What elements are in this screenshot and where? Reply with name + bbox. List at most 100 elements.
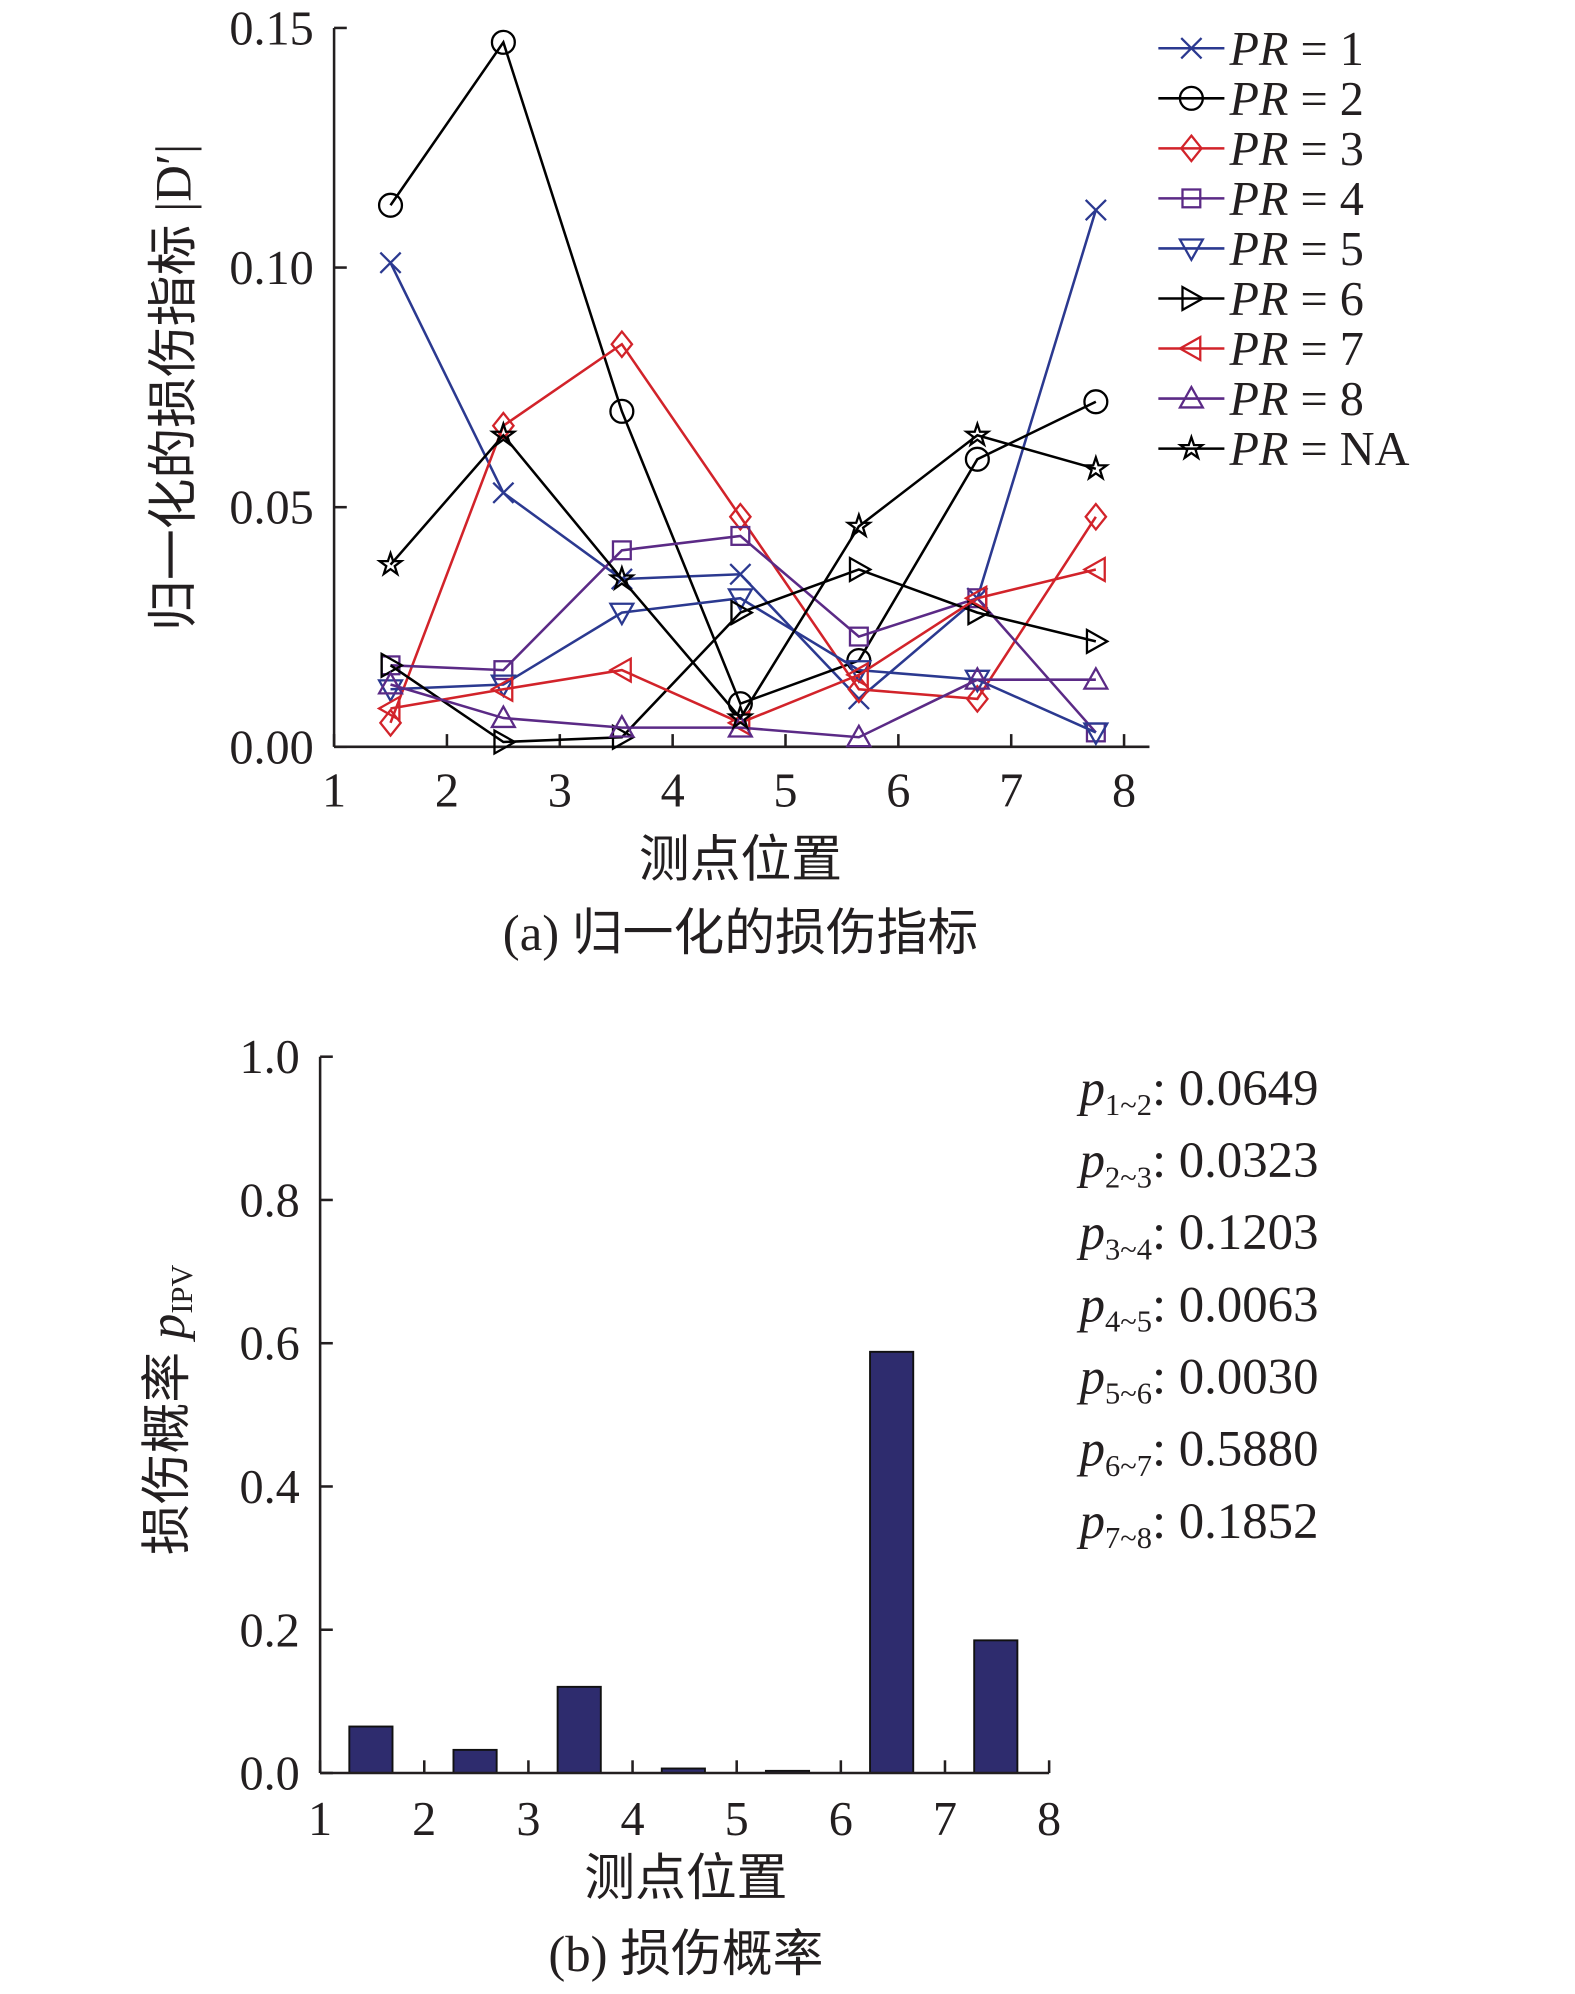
chart-title: (b) 损伤概率	[548, 1926, 823, 1982]
circle-marker	[964, 446, 990, 472]
legend-label-symbol: PR	[1228, 23, 1288, 76]
triangle-up-marker	[608, 713, 636, 738]
star-marker	[844, 511, 874, 539]
legend-label-symbol: PR	[1228, 73, 1288, 126]
triangle-right-marker	[967, 599, 992, 626]
legend-item: PR = 4	[1158, 173, 1364, 226]
series-pr6	[380, 556, 1110, 756]
series-line	[390, 678, 1096, 739]
circle-marker	[1083, 389, 1109, 415]
series-line	[389, 568, 1097, 744]
triangle-left-marker	[1177, 335, 1202, 362]
y-axis-label-symbol: p	[139, 1314, 195, 1342]
annotation-symbol: p	[1077, 1204, 1105, 1260]
legend-label: PR = 4	[1228, 173, 1363, 226]
legend-label-value: = 5	[1288, 223, 1363, 276]
triangle-down-marker	[608, 602, 636, 627]
legend-item: PR = 1	[1158, 23, 1364, 76]
annotation-subscript: 1~2	[1105, 1088, 1152, 1122]
star-marker	[963, 420, 992, 448]
chart-a-normalized-damage-index: 0.00 0.05 0.10 0.15 1 2 3 4 5 6 7 8 测点位置 (a) 归一化的损伤指标…	[146, 2, 1410, 961]
annotation-symbol: p	[1077, 1132, 1105, 1188]
x-axis-label: 测点位置	[639, 831, 842, 887]
annotation-symbol: p	[1077, 1349, 1105, 1405]
y-axis-label-subscript: IPV	[165, 1265, 199, 1314]
diamond-marker	[610, 329, 634, 359]
star-marker	[1081, 453, 1111, 482]
series-line	[389, 433, 1097, 721]
triangle-up-marker	[963, 665, 991, 690]
legend-label: PR = NA	[1228, 423, 1409, 476]
triangle-right-marker	[730, 599, 755, 626]
x-marker	[1180, 37, 1203, 60]
x-tick-label: 5	[773, 764, 797, 817]
x-tick-label: 3	[516, 1793, 540, 1846]
circle-marker	[377, 192, 404, 218]
probability-annotation: p7~8: 0.1852	[1077, 1493, 1319, 1555]
x-tick-label: 4	[620, 1793, 644, 1846]
annotation-value: : 0.0323	[1152, 1132, 1319, 1188]
circle-marker	[490, 29, 516, 55]
series-prna	[376, 420, 1111, 731]
annotation-symbol: p	[1077, 1493, 1105, 1549]
legend-label-symbol: PR	[1228, 223, 1288, 276]
diamond-marker	[728, 502, 752, 532]
triangle-down-marker	[1082, 722, 1110, 747]
annotation-subscript: 6~7	[1105, 1449, 1152, 1483]
legend-item: PR = 5	[1158, 223, 1364, 276]
legend-label-value: = NA	[1288, 423, 1409, 476]
annotation-value: : 0.5880	[1152, 1421, 1319, 1477]
diamond-marker	[1084, 502, 1108, 532]
annotation-symbol: p	[1077, 1421, 1105, 1477]
star-marker	[607, 564, 637, 592]
series-line	[389, 342, 1097, 724]
x-marker	[729, 563, 752, 586]
y-tick-label: 0.00	[229, 721, 313, 774]
x-tick-label: 1	[308, 1793, 332, 1846]
chart-title: (a) 归一化的损伤指标	[503, 905, 978, 961]
triangle-up-marker	[489, 704, 517, 729]
legend-item: PR = 7	[1158, 323, 1364, 376]
legend-label-value: = 6	[1288, 273, 1363, 326]
legend-label-symbol: PR	[1228, 273, 1288, 326]
annotation-value: : 0.1203	[1152, 1204, 1319, 1260]
probability-annotation: p4~5: 0.0063	[1077, 1276, 1319, 1338]
y-tick-label: 0.15	[229, 2, 313, 55]
legend-item: PR = 8	[1158, 373, 1364, 426]
triangle-right-marker	[1085, 627, 1110, 655]
triangle-right-marker	[848, 556, 873, 583]
triangle-left-marker	[489, 675, 514, 703]
legend-item: PR = 6	[1158, 273, 1364, 326]
legend-label-value: = 8	[1288, 373, 1363, 426]
x-tick-label: 6	[886, 764, 910, 817]
y-axis-label: 归一化的损伤指标 |D′|	[146, 144, 202, 631]
legend-label-symbol: PR	[1228, 123, 1288, 176]
annotation-value: : 0.1852	[1152, 1493, 1319, 1549]
square-marker	[611, 540, 632, 561]
diamond-marker	[1179, 133, 1204, 163]
bar-6~7	[869, 1350, 915, 1774]
bar-7~8	[973, 1639, 1019, 1774]
annotation-subscript: 7~8	[1105, 1521, 1152, 1555]
annotation-symbol: p	[1077, 1060, 1105, 1116]
annotation-value: : 0.0030	[1152, 1349, 1319, 1405]
bar-1~2	[348, 1725, 394, 1774]
legend-label: PR = 7	[1228, 323, 1363, 376]
probability-annotation: p3~4: 0.1203	[1077, 1204, 1319, 1266]
probability-annotation: p6~7: 0.5880	[1077, 1421, 1319, 1483]
probability-annotation: p1~2: 0.0649	[1077, 1060, 1319, 1122]
y-tick-label: 0.2	[239, 1604, 299, 1657]
legend-item: PR = 2	[1158, 73, 1364, 126]
legend-label: PR = 1	[1228, 23, 1363, 76]
y-tick-label: 0.4	[239, 1461, 299, 1514]
series-line	[390, 568, 1097, 725]
y-tick-label: 1.0	[239, 1031, 299, 1084]
legend-label: PR = 2	[1228, 73, 1363, 126]
series-pr4	[380, 525, 1106, 743]
star-marker	[489, 420, 518, 448]
star-marker	[1177, 433, 1206, 461]
x-tick-label: 1	[322, 764, 346, 817]
square-marker	[493, 660, 514, 681]
star-marker	[376, 549, 405, 577]
